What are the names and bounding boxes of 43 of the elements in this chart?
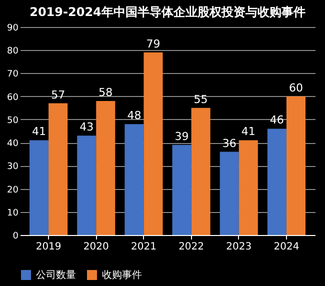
y-tick-label: 60: [7, 92, 19, 103]
bar: [124, 124, 144, 235]
bar: [238, 140, 258, 235]
data-label: 79: [146, 37, 160, 50]
data-label: 36: [222, 136, 236, 150]
data-label: 46: [270, 114, 284, 127]
bar: [144, 52, 163, 235]
x-tick-label: 2019: [36, 242, 62, 252]
y-tick-label: 20: [7, 185, 19, 196]
y-tick-label: 30: [7, 162, 19, 172]
y-tick-label: 0: [12, 232, 19, 242]
data-label: 57: [51, 88, 66, 102]
bar: [172, 144, 192, 235]
data-label: 43: [80, 120, 94, 134]
bar: [267, 128, 286, 235]
bar: [96, 100, 116, 235]
x-tick-label: 2023: [226, 242, 252, 252]
bar: [77, 136, 96, 235]
legend-label: 收购事件: [102, 269, 142, 281]
bar: [191, 108, 210, 235]
data-label: 39: [174, 130, 189, 143]
y-tick-label: 40: [7, 139, 19, 150]
bar: [30, 140, 49, 235]
data-label: 60: [288, 81, 303, 94]
bar: [220, 152, 239, 235]
data-label: 58: [98, 86, 113, 99]
y-tick-label: 90: [7, 24, 19, 34]
x-tick-label: 2020: [83, 242, 109, 252]
bar: [286, 96, 306, 235]
x-tick-label: 2021: [130, 242, 156, 252]
y-tick-label: 50: [7, 116, 19, 126]
x-tick-label: 2022: [178, 242, 204, 252]
data-label: 41: [241, 125, 256, 138]
y-tick-label: 10: [7, 208, 19, 218]
y-tick-label: 80: [7, 46, 19, 57]
data-label: 48: [127, 109, 142, 122]
data-label: 41: [32, 125, 46, 138]
data-label: 55: [194, 92, 208, 106]
legend-label: 公司数量: [36, 269, 76, 281]
x-tick-label: 2024: [274, 242, 300, 252]
chart-title: 2019-2024年中国半导体企业股权投资与收购事件: [30, 5, 306, 19]
y-tick-label: 70: [7, 70, 19, 80]
bar: [48, 103, 68, 235]
